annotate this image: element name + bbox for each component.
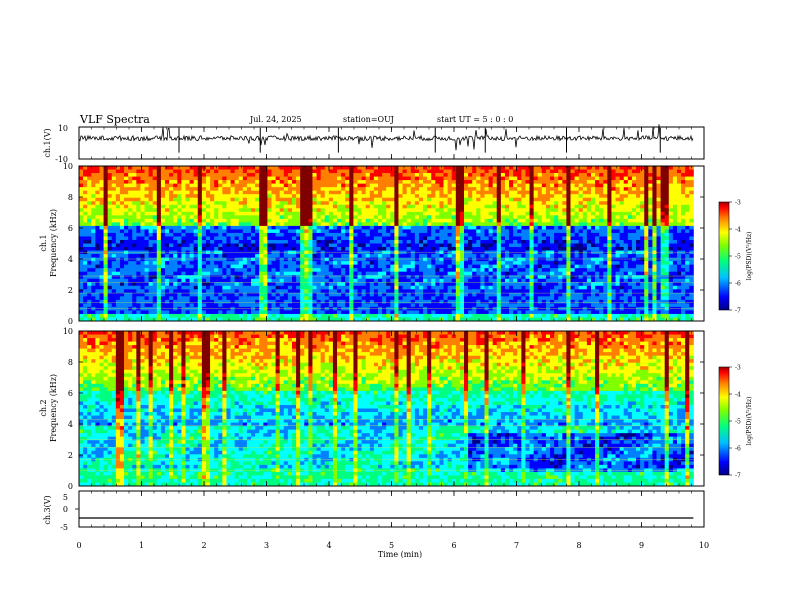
- ch3-waveform-panel: 0 5 -5 ch.3(V): [43, 490, 705, 532]
- time-axis: 0 1 2 3 4 5 6 7 8 9 10: [76, 127, 709, 550]
- ch2-colorbar-gradient: [718, 366, 730, 476]
- ch1-spectrogram-yticks: 0 2 4 6 8 10: [63, 162, 704, 326]
- ch1-spectrogram-panel: 0 2 4 6 8 10 ch.1 Frequency (kHz): [39, 162, 705, 326]
- time-tick-label: 3: [264, 541, 269, 550]
- freq-tick-label: 2: [68, 286, 73, 295]
- ch3-waveform-ytick-zero: 0: [63, 505, 68, 514]
- ch2-spectrogram-heatmap: [79, 331, 704, 487]
- ch3-waveform-frame: [78, 490, 705, 528]
- ch1-waveform-ytick-bottom: -10: [55, 155, 68, 164]
- date-label: Jul. 24, 2025: [249, 115, 302, 124]
- ch2-colorbar-label: log(PSD)(V²/Hz): [746, 397, 753, 446]
- ch2-spectrogram-panel: 0 2 4 6 8 10 ch.2 Frequency (kHz): [39, 327, 705, 491]
- time-tick-label: 1: [139, 541, 144, 550]
- time-tick-label: 8: [576, 541, 581, 550]
- ch1-colorbar-gradient: [718, 201, 730, 311]
- ch1-waveform-ylabel: ch.1(V): [43, 128, 52, 157]
- ch1-colorbar-label: log(PSD)(V²/Hz): [746, 232, 753, 281]
- ch1-spectrogram-heatmap: [79, 166, 704, 322]
- colorbar-tick-label: -4: [735, 392, 741, 399]
- freq-tick-label: 6: [68, 224, 73, 233]
- time-tick-label: 10: [699, 541, 709, 550]
- freq-tick-label: 10: [63, 327, 73, 336]
- start-time-label: start UT = 5 : 0 : 0: [437, 115, 513, 124]
- time-axis-label: Time (min): [378, 550, 422, 559]
- ch1-waveform-trace: [78, 124, 694, 153]
- colorbar-tick-label: -5: [735, 254, 741, 261]
- freq-tick-label: 4: [68, 420, 73, 429]
- freq-tick-label: 10: [63, 162, 73, 171]
- freq-tick-label: 2: [68, 451, 73, 460]
- ch1-spectrogram-ylabel-freq: Frequency (kHz): [49, 209, 58, 277]
- ch1-waveform-frame: [78, 126, 705, 160]
- ch1-waveform-ytick-top: 10: [58, 124, 68, 133]
- ch3-waveform-trace: 0: [63, 505, 694, 519]
- ch1-spectrogram-ylabel-channel: ch.1: [39, 234, 48, 251]
- ch1-colorbar-ticks: -3 -4 -5 -6 -7: [729, 200, 741, 315]
- ch2-spectrogram-yticks: 0 2 4 6 8 10: [63, 327, 704, 491]
- ch3-waveform-ylabel: ch.3(V): [43, 495, 52, 524]
- ch1-waveform-panel: 10 -10 ch.1(V): [43, 124, 705, 164]
- ch2-colorbar: -3 -4 -5 -6 -7 log(PSD)(V²/Hz): [718, 365, 753, 480]
- colorbar-tick-label: -3: [735, 365, 741, 372]
- station-label: station=OUJ: [343, 115, 394, 124]
- freq-tick-label: 0: [68, 317, 73, 326]
- colorbar-tick-label: -4: [735, 227, 741, 234]
- freq-tick-label: 6: [68, 389, 73, 398]
- ch2-colorbar-ticks: -3 -4 -5 -6 -7: [729, 365, 741, 480]
- ch3-waveform-ytick-top: 5: [63, 493, 68, 502]
- ch2-spectrogram-ylabel-channel: ch.2: [39, 399, 48, 416]
- colorbar-tick-label: -7: [735, 308, 741, 315]
- colorbar-tick-label: -6: [735, 446, 741, 453]
- time-tick-label: 2: [201, 541, 206, 550]
- time-tick-label: 9: [639, 541, 644, 550]
- time-tick-label: 5: [389, 541, 394, 550]
- colorbar-tick-label: -6: [735, 281, 741, 288]
- freq-tick-label: 4: [68, 255, 73, 264]
- figure-title: VLF Spectra: [79, 113, 150, 126]
- time-tick-label: 7: [514, 541, 519, 550]
- colorbar-tick-label: -7: [735, 473, 741, 480]
- freq-tick-label: 8: [68, 193, 73, 202]
- ch1-colorbar: -3 -4 -5 -6 -7 log(PSD)(V²/Hz): [718, 200, 753, 315]
- ch3-waveform-ytick-bottom: -5: [60, 523, 68, 532]
- colorbar-tick-label: -5: [735, 419, 741, 426]
- freq-tick-label: 8: [68, 358, 73, 367]
- ch2-spectrogram-ylabel-freq: Frequency (kHz): [49, 374, 58, 442]
- colorbar-tick-label: -3: [735, 200, 741, 207]
- time-tick-label: 6: [451, 541, 456, 550]
- time-tick-label: 0: [76, 541, 81, 550]
- freq-tick-label: 0: [68, 482, 73, 491]
- time-tick-label: 4: [326, 541, 331, 550]
